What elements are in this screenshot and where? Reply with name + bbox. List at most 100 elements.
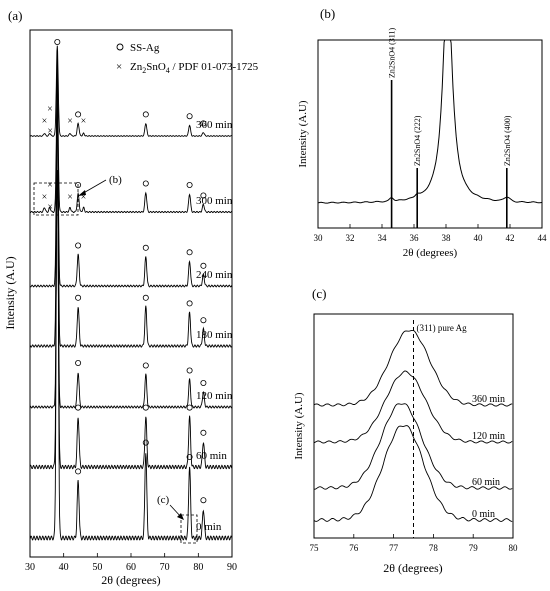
zn-marker: × (67, 116, 73, 127)
panel-a-traces (29, 45, 233, 541)
ag-marker (200, 429, 207, 436)
x-tick-label: 44 (538, 233, 548, 243)
panel-a-xlabel: 2θ (degrees) (101, 573, 160, 587)
x-tick-label: 76 (349, 543, 359, 553)
x-tick-label: 40 (474, 233, 484, 243)
x-tick-label: 80 (193, 562, 203, 573)
panel-b: Zn2SnO4 (311)Zn2SnO4 (222) Zn2SnO4 (400) … (297, 28, 547, 259)
reference-label: Zn2SnO4 (311) (388, 28, 397, 78)
zn-marker: × (47, 202, 53, 213)
panel-label-b: (b) (320, 6, 335, 21)
zn-marker: × (42, 192, 48, 203)
ag-marker (54, 39, 61, 46)
x-tick-label: 79 (469, 543, 479, 553)
ag-marker (200, 379, 207, 386)
zn-marker: × (47, 180, 53, 191)
series-label: 120 min (196, 390, 233, 402)
ag-marker (200, 317, 207, 324)
ag-marker (200, 120, 207, 127)
panel-b-reference-lines: Zn2SnO4 (311) Zn2SnO4 (222) Zn2SnO4 (400) (388, 28, 512, 228)
zoom-arrow-b-head (78, 190, 86, 196)
trace-60-min (29, 88, 233, 470)
panel-b-x-ticks: 30 32 34 36 38 40 42 44 (314, 224, 548, 243)
series-label: 0 min (196, 521, 222, 533)
x-tick-label: 32 (346, 233, 355, 243)
ag-marker (186, 404, 193, 411)
ag-marker (75, 181, 82, 188)
zn-marker: × (81, 116, 87, 127)
zn-marker: × (81, 192, 87, 203)
x-tick-label: 75 (310, 543, 320, 553)
ag-marker (75, 468, 82, 475)
x-tick-label: 90 (227, 562, 237, 573)
x-tick-label: 42 (506, 233, 515, 243)
x-tick-label: 30 (314, 233, 324, 243)
x-tick-label: 60 (126, 562, 136, 573)
series-label: 120 min (472, 431, 505, 442)
panel-a-series-labels: 0 min 60 min 120 min 180 min 240 min 300 min 3… (196, 119, 233, 533)
ag-marker (186, 367, 193, 374)
series-label: 360 min (472, 394, 505, 405)
ag-marker (186, 300, 193, 307)
x-tick-label: 78 (429, 543, 439, 553)
panel-c-reference-label: (311) pure Ag (417, 323, 468, 333)
ag-marker (75, 294, 82, 301)
ag-marker (200, 192, 207, 199)
ag-marker (75, 359, 82, 366)
panel-b-ylabel: Intensity (A.U) (297, 100, 309, 168)
reference-label: Zn2SnO4 (222) (413, 115, 422, 166)
zn-marker: × (47, 104, 53, 115)
x-tick-label: 70 (160, 562, 170, 573)
ag-marker (186, 113, 193, 120)
trace-180-min (29, 95, 233, 348)
legend-zn-marker: × (116, 61, 122, 73)
panel-label-a: (a) (8, 8, 22, 23)
series-label: 360 min (196, 119, 233, 131)
panel-b-frame (317, 39, 543, 229)
panel-c-xlabel: 2θ (degrees) (383, 561, 442, 575)
x-tick-label: 34 (378, 233, 388, 243)
x-tick-label: 77 (389, 543, 399, 553)
series-label: 240 min (196, 269, 233, 281)
trace-360-min (29, 45, 233, 137)
ag-marker (200, 497, 207, 504)
legend-ag-marker (116, 43, 124, 51)
x-tick-label: 36 (410, 233, 420, 243)
ag-marker (142, 362, 149, 369)
legend-ag-label: SS-Ag (130, 42, 160, 54)
panel-c-x-ticks: 75 76 77 78 79 80 (310, 534, 519, 553)
trace-300-min (29, 84, 233, 214)
panel-a-ylabel: Intensity (A.U) (3, 256, 17, 329)
zn-marker: × (67, 192, 73, 203)
ag-marker (142, 180, 149, 187)
panel-a-frame (29, 29, 233, 558)
trace-60-min (314, 403, 513, 490)
x-tick-label: 50 (92, 562, 102, 573)
trace-240-min (29, 83, 233, 288)
panel-a-markers: ××× ××××× ×× (42, 39, 207, 504)
x-tick-label: 38 (442, 233, 452, 243)
x-tick-label: 40 (59, 562, 69, 573)
panel-a-legend: SS-Ag × Zn2SnO4 / PDF 01-073-1725 (116, 42, 259, 75)
x-tick-label: 80 (509, 543, 519, 553)
ag-marker (142, 404, 149, 411)
ag-marker (200, 262, 207, 269)
zoom-arrow-c-head (177, 513, 184, 520)
series-label: 180 min (196, 329, 233, 341)
series-label: 0 min (472, 509, 495, 520)
zoom-label-c: (c) (157, 494, 170, 506)
panel-b-trace (317, 39, 543, 204)
panel-c-series-labels: 0 min 60 min 120 min 360 min (472, 394, 505, 520)
ag-marker (75, 404, 82, 411)
zn-marker: × (42, 116, 48, 127)
panel-a-x-ticks: 30 40 50 60 70 80 90 (25, 553, 237, 573)
ag-marker (142, 439, 149, 446)
panel-b-xlabel: 2θ (degrees) (403, 247, 458, 259)
x-tick-label: 30 (25, 562, 35, 573)
reference-label: Zn2SnO4 (400) (503, 115, 512, 166)
series-label: 60 min (196, 450, 227, 462)
ag-marker (142, 244, 149, 251)
trace-0-min (29, 56, 233, 541)
